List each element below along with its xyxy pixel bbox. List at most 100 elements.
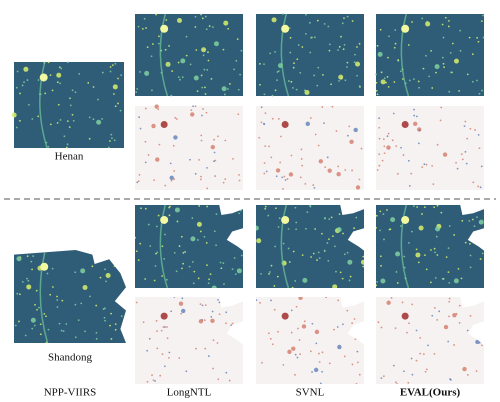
light-spot [479,258,482,260]
light-spot [58,322,61,325]
light-spot [16,256,22,262]
light-spot [153,279,156,282]
light-spot [233,68,235,71]
diff-spot [264,145,267,148]
diff-spot [153,179,156,182]
light-spot [236,268,242,274]
light-spot [203,68,206,71]
light-spot [227,88,229,90]
diff-spot [231,322,234,325]
light-spot [135,236,137,239]
diff-spot [218,313,221,316]
light-spot [63,135,66,138]
light-spot [440,211,443,214]
diff-spot [433,352,436,355]
diff-spot [214,175,217,177]
light-spot [87,82,90,84]
light-spot [196,239,199,241]
diff-spot [455,161,457,164]
light-spot [309,51,312,54]
light-spot [213,41,219,47]
light-spot [18,250,21,252]
diff-spot [154,380,156,382]
light-spot [289,51,292,54]
light-spot [77,319,80,322]
light-spot [482,36,485,39]
light-spot [120,74,123,77]
diff-spot [419,337,422,339]
light-corridor [39,250,49,343]
light-spot [314,228,317,230]
diff-spot [198,158,200,161]
light-spot [33,324,36,327]
diff-spot [326,156,329,159]
light-spot [208,25,211,27]
light-spot [113,265,116,267]
diff-spot [390,297,393,299]
diff-spot [413,108,415,111]
diff-spot [400,146,402,149]
diff-spot [270,299,272,302]
light-spot [338,79,341,82]
diff-spot [169,175,174,181]
light-spot [49,123,52,126]
map-panel [135,13,243,97]
light-spot [375,81,378,84]
diff-spot [355,185,361,190]
diff-spot [230,324,233,327]
diff-spot [453,344,456,346]
light-spot [155,13,158,16]
diff-spot [275,175,278,178]
map-panel [11,61,124,149]
light-spot [198,205,201,207]
light-spot [178,245,181,247]
light-spot [104,319,106,322]
diff-spot [214,159,217,162]
diff-spot [392,112,395,115]
diff-spot [260,121,263,124]
diff-spot [288,172,294,177]
diff-spot [298,339,301,341]
diff-spot [282,364,285,366]
light-spot [380,264,382,267]
light-spot [60,329,63,332]
light-spot [205,242,208,244]
light-spot [386,76,389,78]
light-spot [165,19,168,21]
diff-spot [168,351,171,354]
light-spot [95,337,98,340]
light-spot [383,238,385,241]
light-spot [151,43,154,45]
light-spot [412,78,415,80]
diff-spot [418,129,421,132]
diff-spot [396,172,399,175]
diff-spot [158,143,161,146]
light-spot [19,119,21,122]
region-label: Henan [55,151,84,163]
diff-spot [216,342,219,344]
light-spot [184,250,187,253]
light-spot [102,308,105,310]
light-spot [295,88,298,91]
light-spot [287,247,290,250]
diff-spot [463,125,466,128]
diff-spot [164,326,166,328]
diff-spot [321,106,324,108]
diff-spot [331,105,334,108]
diff-spot [152,379,155,382]
diff-spot [309,350,312,353]
light-spot [408,79,411,82]
light-spot [101,118,104,120]
diff-spot [382,375,385,378]
diff-spot [194,105,197,108]
light-spot [224,93,226,96]
light-spot [309,205,312,207]
diff-spot [386,300,391,305]
diff-spot [299,353,301,356]
light-spot [66,61,69,64]
diff-spot [210,315,213,318]
light-spot [157,214,160,217]
diff-spot [151,374,153,377]
diff-spot [222,181,225,184]
diff-spot [155,157,160,162]
